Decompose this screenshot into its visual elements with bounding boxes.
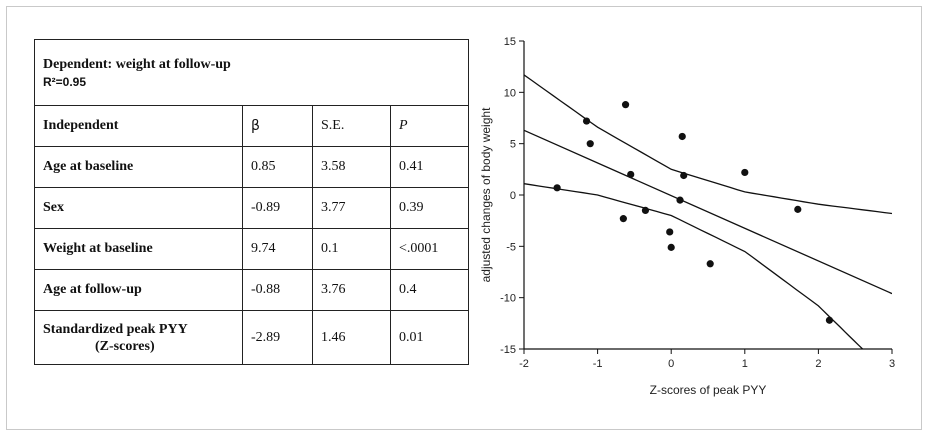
row-label: Standardized peak PYY (Z-scores) — [34, 310, 243, 365]
y-axis-label: adjusted changes of body weight — [479, 107, 493, 282]
table-row: Sex -0.89 3.77 0.39 — [34, 187, 469, 229]
x-tick-label: -2 — [519, 358, 529, 370]
p-cell: 0.01 — [390, 310, 469, 365]
se-cell: 3.58 — [312, 146, 391, 188]
beta-cell: 9.74 — [242, 228, 313, 270]
column-header: Independent — [34, 105, 243, 147]
regression-table: Dependent: weight at follow-up R²=0.95 I… — [34, 39, 469, 365]
lower-confidence-band — [524, 183, 864, 349]
beta-cell: 0.85 — [242, 146, 313, 188]
column-header: P — [390, 105, 469, 147]
y-tick-label: 15 — [504, 36, 516, 48]
data-point — [619, 215, 627, 223]
p-cell: 0.4 — [390, 269, 469, 311]
row-label: Age at baseline — [34, 146, 243, 188]
table-row: Age at baseline 0.85 3.58 0.41 — [34, 146, 469, 188]
data-point — [641, 206, 650, 214]
data-point — [741, 168, 749, 177]
dependent-cell: Dependent: weight at follow-up R²=0.95 — [34, 39, 469, 106]
column-header: S.E. — [312, 105, 391, 147]
data-point — [666, 228, 674, 236]
x-axis-label: Z-scores of peak PYY — [650, 383, 767, 397]
x-tick-label: 1 — [742, 358, 748, 370]
y-tick-label: -15 — [500, 344, 516, 356]
y-tick-label: -10 — [500, 293, 516, 305]
table-row: Weight at baseline 9.74 0.1 <.0001 — [34, 228, 469, 270]
se-cell: 0.1 — [312, 228, 391, 270]
row-label: Age at follow-up — [34, 269, 243, 311]
data-point — [706, 260, 714, 268]
beta-cell: -2.89 — [242, 310, 313, 365]
row-label: Sex — [34, 187, 243, 229]
column-header-row: Independent β S.E. P — [34, 105, 469, 147]
regression-line — [524, 129, 892, 295]
table-header-block: Dependent: weight at follow-up R²=0.95 — [34, 39, 469, 106]
data-point — [627, 170, 635, 179]
se-cell: 1.46 — [312, 310, 391, 365]
data-point — [825, 316, 834, 324]
beta-cell: -0.89 — [242, 187, 313, 229]
beta-cell: -0.88 — [242, 269, 313, 311]
dependent-label: Dependent: weight at follow-up — [43, 56, 231, 72]
column-header: β — [242, 105, 313, 147]
x-tick-label: 3 — [889, 358, 895, 370]
se-cell: 3.77 — [312, 187, 391, 229]
p-cell: 0.39 — [390, 187, 469, 229]
x-tick-label: 0 — [668, 358, 674, 370]
data-point — [586, 140, 594, 148]
data-point — [794, 205, 802, 213]
table-row: Standardized peak PYY (Z-scores) -2.89 1… — [34, 310, 469, 365]
y-tick-label: 5 — [510, 139, 516, 151]
y-tick-label: 0 — [510, 190, 516, 202]
data-point — [553, 184, 561, 192]
data-point — [678, 132, 686, 141]
table-row: Age at follow-up -0.88 3.76 0.4 — [34, 269, 469, 311]
r-squared-label: R²=0.95 — [43, 74, 87, 89]
se-cell: 3.76 — [312, 269, 391, 311]
data-point — [621, 101, 630, 109]
figure-frame: Dependent: weight at follow-up R²=0.95 I… — [6, 6, 922, 430]
x-tick-label: 2 — [815, 358, 821, 370]
y-tick-label: -5 — [506, 241, 516, 253]
y-tick-label: 10 — [504, 87, 516, 99]
data-point — [667, 243, 675, 251]
p-cell: 0.41 — [390, 146, 469, 188]
row-label: Weight at baseline — [34, 228, 243, 270]
x-tick-label: -1 — [593, 358, 603, 370]
data-point — [676, 196, 684, 204]
p-cell: <.0001 — [390, 228, 469, 270]
data-point — [680, 171, 688, 180]
data-point — [582, 117, 591, 125]
